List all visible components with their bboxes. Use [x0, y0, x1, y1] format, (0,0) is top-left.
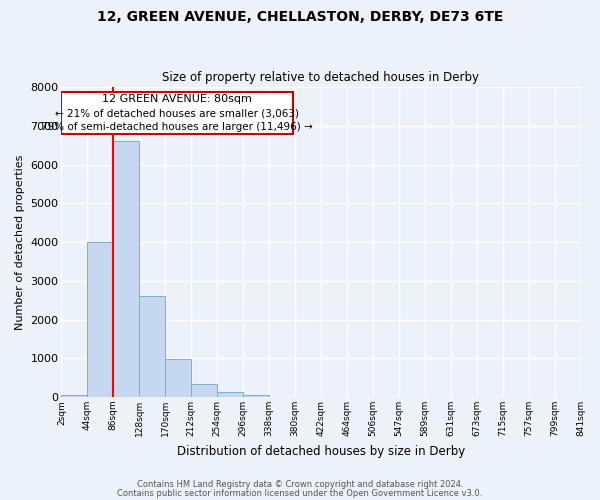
Text: Contains HM Land Registry data © Crown copyright and database right 2024.: Contains HM Land Registry data © Crown c…	[137, 480, 463, 489]
Text: 12, GREEN AVENUE, CHELLASTON, DERBY, DE73 6TE: 12, GREEN AVENUE, CHELLASTON, DERBY, DE7…	[97, 10, 503, 24]
Title: Size of property relative to detached houses in Derby: Size of property relative to detached ho…	[163, 72, 479, 85]
Bar	[217, 392, 243, 397]
Text: 79% of semi-detached houses are larger (11,496) →: 79% of semi-detached houses are larger (…	[41, 122, 313, 132]
FancyBboxPatch shape	[61, 92, 293, 134]
Bar	[165, 360, 191, 397]
Bar	[139, 296, 165, 397]
Bar	[88, 242, 113, 397]
Bar	[243, 394, 269, 397]
Bar	[113, 142, 139, 397]
Text: ← 21% of detached houses are smaller (3,063): ← 21% of detached houses are smaller (3,…	[55, 108, 299, 118]
Text: 12 GREEN AVENUE: 80sqm: 12 GREEN AVENUE: 80sqm	[102, 94, 252, 104]
Bar	[191, 384, 217, 397]
Y-axis label: Number of detached properties: Number of detached properties	[15, 154, 25, 330]
Text: Contains public sector information licensed under the Open Government Licence v3: Contains public sector information licen…	[118, 489, 482, 498]
X-axis label: Distribution of detached houses by size in Derby: Distribution of detached houses by size …	[177, 444, 465, 458]
Bar	[61, 394, 88, 397]
